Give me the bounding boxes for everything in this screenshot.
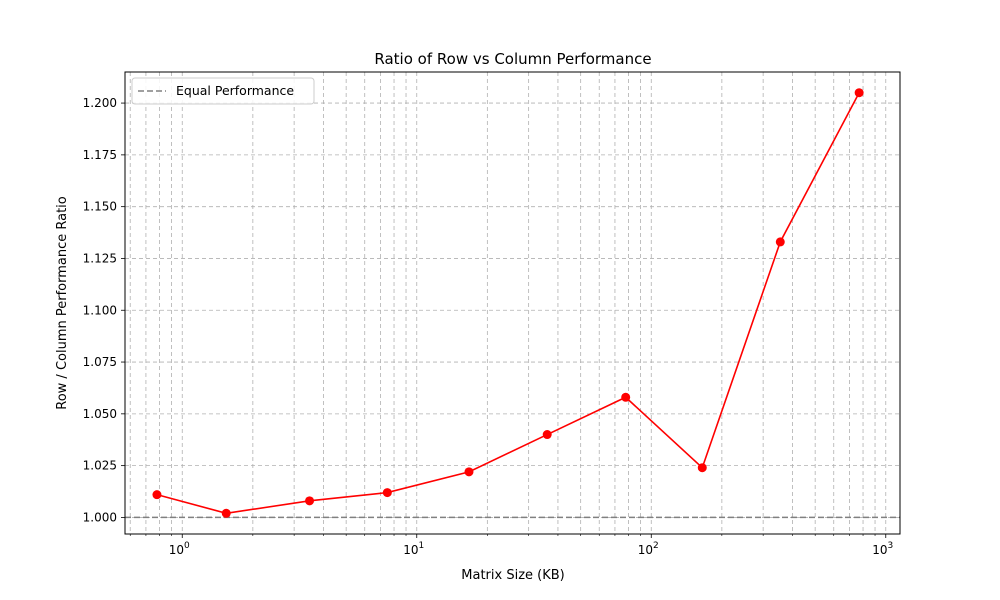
data-point	[305, 496, 315, 506]
y-tick-label: 1.050	[83, 407, 117, 421]
x-tick-label: 100	[169, 541, 190, 557]
y-tick-label: 1.175	[83, 148, 117, 162]
y-axis-label: Row / Column Performance Ratio	[55, 196, 70, 410]
data-point	[152, 490, 162, 500]
chart-title: Ratio of Row vs Column Performance	[374, 50, 651, 68]
legend-label-equal-performance: Equal Performance	[176, 83, 294, 98]
y-tick-label: 1.100	[83, 303, 117, 317]
data-point	[221, 508, 231, 518]
data-series	[152, 88, 864, 518]
axes: 100 101 102 103 1.000 1.025 1.050 1.075 1.100 1.1…	[83, 96, 894, 557]
series-line	[156, 92, 860, 515]
legend: Equal Performance	[131, 77, 315, 105]
y-tick-label: 1.200	[83, 96, 117, 110]
y-tick-label: 1.025	[83, 459, 117, 473]
data-point	[621, 392, 631, 402]
data-point	[854, 88, 864, 98]
plot-frame	[124, 71, 901, 535]
x-tick-label: 102	[638, 541, 659, 557]
y-tick-label: 1.125	[83, 251, 117, 265]
x-tick-label: 101	[403, 541, 424, 557]
y-tick-label: 1.000	[83, 510, 117, 524]
data-point	[775, 237, 785, 247]
data-point	[697, 463, 707, 473]
data-point	[542, 430, 552, 440]
x-axis-label: Matrix Size (KB)	[461, 568, 564, 583]
x-tick-label: 103	[872, 541, 893, 557]
data-point	[382, 488, 392, 498]
data-point	[464, 467, 474, 477]
grid	[125, 72, 900, 534]
legend-box	[131, 77, 315, 105]
y-tick-label: 1.150	[83, 200, 117, 214]
y-tick-label: 1.075	[83, 355, 117, 369]
